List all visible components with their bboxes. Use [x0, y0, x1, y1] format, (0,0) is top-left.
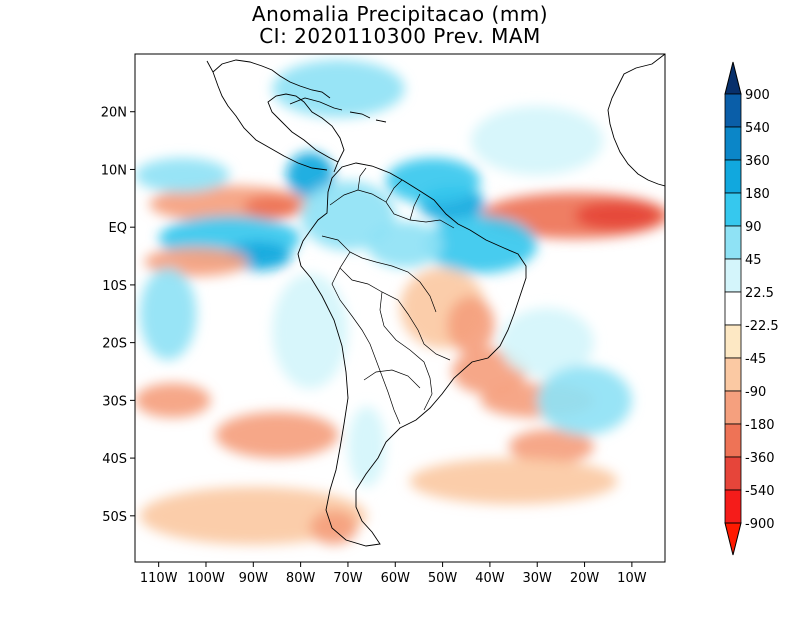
y-tick-label: 20N	[101, 106, 127, 121]
country-borders	[321, 167, 455, 425]
anomaly-region-6	[135, 157, 230, 193]
colorbar-label: -900	[745, 517, 775, 532]
anomaly-region-22	[139, 486, 367, 545]
colorbar-label: -45	[745, 352, 766, 367]
colorbar-bin	[724, 225, 742, 260]
x-tick-label: 100W	[187, 571, 225, 586]
x-tick-label: 20W	[570, 571, 600, 586]
y-tick-label: EQ	[109, 221, 127, 236]
y-tick-label: 40S	[102, 452, 127, 467]
x-tick-label: 70W	[333, 571, 363, 586]
plot-frame	[134, 53, 666, 563]
colorbar-bin	[724, 126, 742, 161]
anomaly-region-12	[300, 181, 396, 251]
chart-title: Anomalia Precipitacao (mm)	[251, 2, 549, 26]
anomaly-region-1	[243, 195, 301, 219]
colorbar-label: 180	[745, 187, 770, 202]
anomaly-region-27	[347, 406, 386, 487]
coastlines	[206, 54, 665, 547]
colorbar-bin	[724, 390, 742, 425]
x-tick-label: 40W	[475, 571, 505, 586]
anomaly-region-30	[470, 105, 604, 176]
south-america-coast	[297, 162, 527, 547]
anomaly-region-24	[409, 458, 618, 505]
y-tick-label: 10S	[102, 279, 127, 294]
anomaly-region-20	[135, 383, 211, 418]
y-tick-label: 30S	[102, 394, 127, 409]
anomaly-region-26	[139, 267, 197, 360]
anomaly-region-23	[310, 510, 358, 545]
africa-coast	[607, 54, 665, 187]
colorbar-label: -90	[745, 385, 766, 400]
colorbar-label: 360	[745, 154, 770, 169]
anomaly-region-3	[575, 201, 661, 231]
y-tick-label: 10N	[101, 163, 127, 178]
x-tick-label: 80W	[286, 571, 316, 586]
colorbar-bin	[724, 159, 742, 194]
colorbar-bin	[724, 291, 742, 326]
anomaly-region-19	[215, 411, 339, 459]
anomaly-region-13	[366, 221, 443, 268]
colorbar-bin	[724, 357, 742, 392]
colorbar-label: 900	[745, 88, 770, 103]
x-tick-label: 60W	[381, 571, 411, 586]
y-tick-label: 50S	[102, 510, 127, 525]
anomaly-region-18	[508, 429, 595, 464]
colorbar-bin	[724, 258, 742, 293]
caribbean-islands	[289, 97, 387, 123]
colorbar-bin	[724, 192, 742, 227]
anomaly-region-15	[447, 296, 495, 355]
colorbar-min-arrow	[724, 522, 742, 556]
colorbar-bin	[724, 324, 742, 359]
colorbar-bin	[724, 93, 742, 128]
colorbar-label: 90	[745, 220, 762, 235]
anomaly-region-29	[537, 365, 632, 436]
colorbar-max-arrow	[724, 61, 742, 95]
colorbar-label: -180	[745, 418, 775, 433]
colorbar-bin	[724, 423, 742, 458]
colorbar-label: 45	[745, 253, 762, 268]
x-tick-label: 90W	[239, 571, 269, 586]
colorbar-label: 540	[745, 121, 770, 136]
anomaly-region-28	[499, 308, 595, 378]
chart-subtitle: CI: 2020110300 Prev. MAM	[259, 24, 541, 48]
x-tick-label: 50W	[428, 571, 458, 586]
gulf-coast	[212, 59, 331, 99]
anomaly-field	[135, 54, 665, 562]
colorbar-label: -22.5	[745, 319, 779, 334]
central-america-coast	[206, 60, 345, 173]
anomaly-region-10	[423, 215, 538, 274]
colorbar-label: -360	[745, 451, 775, 466]
y-tick-label: 20S	[102, 337, 127, 352]
latitude-ticks: 20N 10N EQ 10S 20S 30S 40S 50S	[101, 106, 135, 525]
anomaly-region-9	[385, 157, 481, 205]
colorbar-bin	[724, 489, 742, 524]
x-tick-label: 10W	[617, 571, 647, 586]
x-tick-label: 30W	[523, 571, 553, 586]
anomaly-region-25	[272, 273, 348, 389]
colorbar-bin	[724, 456, 742, 491]
x-tick-label: 110W	[140, 571, 178, 586]
colorbar-label: -540	[745, 484, 775, 499]
longitude-ticks: 110W 100W 90W 80W 70W 60W 50W 40W 30W 20W 10W	[140, 562, 647, 586]
colorbar-label: 22.5	[745, 286, 774, 301]
